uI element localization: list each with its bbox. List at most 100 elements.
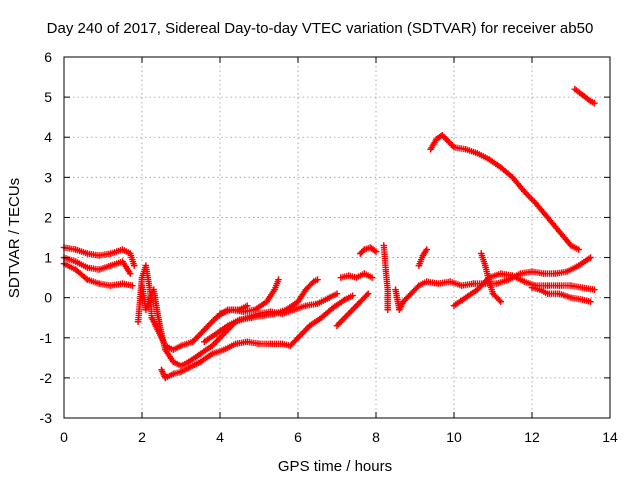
- data-point: [134, 318, 142, 325]
- data-point: [142, 306, 150, 313]
- data-point: [275, 276, 282, 283]
- data-point: [368, 274, 376, 281]
- data-point: [419, 252, 426, 259]
- data-point: [446, 278, 454, 285]
- data-point: [259, 312, 267, 319]
- data-point: [462, 146, 469, 153]
- data-point: [201, 338, 208, 345]
- data-point: [154, 310, 161, 317]
- data-point: [544, 282, 551, 289]
- data-point: [333, 322, 341, 329]
- data-point: [587, 298, 594, 305]
- x-tick-label: 0: [60, 429, 68, 445]
- data-point: [563, 268, 571, 275]
- x-tick-label: 14: [602, 429, 618, 445]
- data-point: [189, 338, 196, 345]
- data-point: [107, 250, 114, 257]
- data-point: [244, 338, 251, 345]
- data-point: [306, 322, 313, 329]
- data-point: [283, 306, 290, 313]
- series-arc-p: [450, 270, 598, 309]
- y-tick-label: 6: [44, 49, 52, 65]
- data-point: [591, 286, 598, 293]
- data-point: [84, 250, 91, 257]
- data-point: [384, 306, 391, 313]
- data-point: [482, 262, 489, 269]
- data-point: [212, 330, 220, 337]
- data-point: [497, 298, 504, 305]
- data-point: [544, 214, 551, 221]
- data-point: [528, 268, 536, 275]
- y-tick-label: 4: [44, 129, 52, 145]
- marker-trace: [478, 250, 504, 305]
- data-point: [528, 284, 536, 291]
- data-point: [267, 340, 274, 347]
- data-point: [567, 294, 575, 301]
- data-point: [357, 250, 364, 257]
- data-point: [263, 298, 270, 305]
- data-point: [478, 250, 485, 257]
- series-arc-i: [333, 290, 372, 329]
- marker-trace: [450, 270, 598, 309]
- data-point: [372, 248, 380, 255]
- data-point: [556, 282, 563, 289]
- data-point: [294, 298, 302, 305]
- data-point: [287, 342, 294, 349]
- plot-frame: [63, 56, 611, 419]
- data-point: [279, 340, 286, 347]
- data-point: [458, 282, 465, 289]
- data-point: [450, 302, 458, 309]
- data-point: [439, 132, 446, 139]
- data-point: [150, 286, 157, 293]
- data-point: [591, 99, 598, 107]
- data-point: [158, 330, 165, 337]
- data-point: [197, 350, 204, 358]
- data-point: [361, 246, 368, 253]
- data-point: [353, 274, 360, 281]
- data-point: [349, 292, 356, 299]
- data-point: [587, 97, 594, 105]
- data-point: [185, 364, 192, 372]
- data-point: [129, 282, 136, 289]
- data-point: [224, 322, 231, 329]
- x-tick-label: 2: [138, 429, 146, 445]
- data-point: [314, 276, 321, 283]
- data-point: [493, 280, 501, 287]
- data-point: [575, 246, 582, 253]
- data-point: [423, 278, 430, 285]
- data-point: [433, 136, 440, 143]
- series-arc-o: [427, 132, 582, 253]
- data-point: [571, 85, 579, 93]
- data-point: [423, 246, 430, 253]
- data-point: [148, 314, 155, 321]
- data-point: [228, 306, 235, 313]
- data-point: [302, 302, 309, 309]
- data-point: [427, 146, 434, 153]
- data-point: [544, 290, 551, 297]
- data-point: [84, 264, 91, 271]
- data-point: [72, 258, 79, 265]
- data-point: [84, 276, 91, 283]
- data-point: [290, 306, 298, 313]
- data-point: [248, 314, 255, 321]
- data-point: [485, 278, 493, 285]
- data-point: [95, 252, 103, 259]
- data-point: [415, 262, 423, 269]
- data-point: [209, 342, 216, 349]
- data-point: [95, 280, 103, 287]
- data-point: [170, 358, 177, 366]
- data-point: [341, 296, 348, 303]
- data-point: [232, 340, 239, 347]
- series-arc-q: [478, 250, 504, 305]
- data-marks: [60, 85, 598, 382]
- data-point: [474, 150, 481, 157]
- data-point: [197, 358, 204, 366]
- data-point: [142, 262, 150, 269]
- y-tick-label: -1: [40, 330, 53, 346]
- data-point: [107, 282, 114, 289]
- data-point: [556, 290, 563, 297]
- data-point: [470, 280, 477, 287]
